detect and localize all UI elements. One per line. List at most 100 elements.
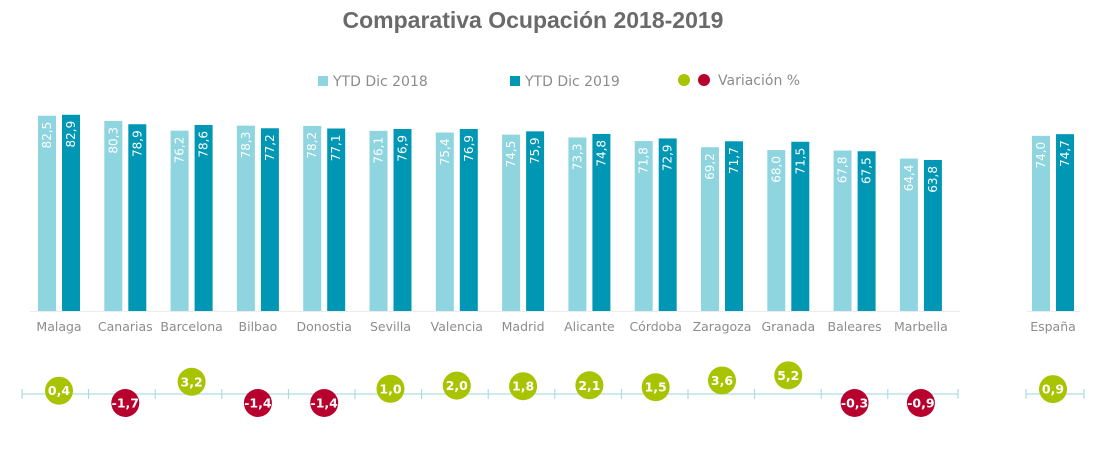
bar-2018-zaragoza: [701, 147, 719, 311]
bar-2018-cordoba: [634, 141, 653, 311]
variation-label-donostia: -1,4: [311, 396, 339, 411]
category-label-valencia: Valencia: [431, 319, 483, 334]
bar-label-2019-cordoba: 72,9: [661, 144, 675, 171]
bar-label-2019-espana: 74,7: [1058, 140, 1072, 167]
variation-label-sevilla: 1,0: [379, 381, 401, 396]
variation-label-valencia: 2,0: [446, 378, 468, 393]
bar-2019-cordoba: [658, 138, 677, 311]
variation-label-barcelona: 3,2: [181, 374, 203, 389]
bar-2019-canarias: [128, 124, 147, 311]
variation-dot-madrid: [509, 372, 538, 401]
variation-label-espana: 0,9: [1042, 382, 1064, 397]
variation-marker-canarias: -1,7: [111, 389, 140, 417]
bar-2019-madrid: [526, 131, 545, 311]
bar-label-2018-alicante: 73,3: [570, 143, 584, 170]
bar-label-2019-madrid: 75,9: [528, 137, 542, 164]
variation-dot-marbella: [906, 389, 935, 417]
bar-label-2018-valencia: 75,4: [438, 139, 452, 166]
variation-marker-cordoba: 1,5: [641, 373, 670, 402]
variation-label-bilbao: -1,4: [244, 396, 272, 411]
bar-2018-donostia: [303, 125, 322, 311]
bar-label-2019-bilbao: 77,2: [263, 134, 277, 161]
bar-2019-zaragoza: [725, 141, 743, 311]
bar-label-2019-sevilla: 76,9: [396, 135, 410, 162]
legend: YTD Dic 2018 YTD Dic 2019 Variación %: [318, 73, 800, 90]
bar-label-2018-marbella: 64,4: [902, 165, 916, 192]
bar-2018-granada: [767, 150, 786, 311]
variation-marker-granada: 5,2: [774, 361, 803, 390]
bar-label-2019-canarias: 78,9: [130, 130, 144, 157]
variation-dot-canarias: [111, 389, 140, 417]
category-label-espana: España: [1030, 319, 1076, 334]
variation-label-malaga: 0,4: [48, 383, 70, 398]
bar-2018-sevilla: [369, 130, 388, 311]
bar-label-2018-malaga: 82,5: [40, 122, 54, 149]
bar-label-2019-granada: 71,5: [793, 148, 807, 175]
variation-marker-bilbao: -1,4: [243, 389, 272, 417]
bar-label-2018-granada: 68,0: [769, 156, 783, 183]
bar-2018-marbella: [899, 158, 918, 311]
variation-label-zaragoza: 3,6: [711, 373, 733, 388]
variation-dot-sevilla: [376, 374, 405, 403]
variation-markers: 0,4 -1,7 3,2 -1,4 -1,4 1,0 2,0 1,8 2,1 1,5 3,6 5,2 -…: [45, 361, 1067, 417]
legend-dot-negative: [698, 74, 710, 86]
legend-swatch-2018: [318, 76, 328, 86]
bar-2019-baleares: [857, 151, 876, 311]
bar-2018-barcelona: [170, 130, 189, 311]
bar-2019-malaga: [62, 114, 80, 312]
variation-dot-donostia: [310, 389, 339, 417]
bar-label-2019-donostia: 77,1: [329, 135, 343, 162]
category-label-canarias: Canarias: [98, 319, 153, 334]
chart-title: Comparativa Ocupación 2018-2019: [343, 7, 724, 33]
variation-marker-espana: 0,9: [1039, 375, 1067, 404]
category-label-bilbao: Bilbao: [239, 319, 278, 334]
legend-label-2019: YTD Dic 2019: [524, 74, 620, 90]
variation-dot-espana: [1039, 375, 1067, 404]
bar-2019-barcelona: [194, 124, 213, 311]
bar-2019-marbella: [923, 159, 942, 311]
category-label-sevilla: Sevilla: [370, 319, 411, 334]
variation-dot-zaragoza: [708, 366, 736, 395]
variation-label-cordoba: 1,5: [645, 380, 667, 395]
bar-2019-donostia: [327, 128, 346, 311]
variation-dot-granada: [774, 361, 803, 390]
bar-2018-bilbao: [236, 125, 255, 311]
bar-label-2018-donostia: 78,2: [305, 132, 319, 159]
bar-label-2019-malaga: 82,9: [64, 121, 78, 148]
variation-dot-bilbao: [243, 389, 272, 417]
bar-label-2018-madrid: 74,5: [504, 141, 518, 168]
variation-marker-donostia: -1,4: [310, 389, 339, 417]
variation-marker-sevilla: 1,0: [376, 374, 405, 403]
bar-label-2018-sevilla: 76,1: [372, 137, 386, 164]
variation-label-madrid: 1,8: [512, 379, 534, 394]
bar-label-2018-zaragoza: 69,2: [703, 153, 717, 180]
variation-marker-zaragoza: 3,6: [708, 366, 736, 395]
category-label-cordoba: Córdoba: [629, 319, 681, 334]
variation-label-baleares: -0,3: [841, 396, 868, 411]
category-label-donostia: Donostia: [297, 319, 352, 334]
bar-2018-madrid: [502, 134, 521, 311]
variation-label-canarias: -1,7: [112, 396, 139, 411]
bar-2018-espana: [1032, 135, 1050, 311]
bar-2018-alicante: [568, 137, 587, 311]
variation-label-marbella: -0,9: [907, 396, 934, 411]
variation-dot-baleares: [840, 389, 869, 417]
variation-label-alicante: 2,1: [578, 378, 600, 393]
bar-label-2018-bilbao: 78,3: [239, 132, 253, 159]
category-label-alicante: Alicante: [564, 319, 615, 334]
bars: 82,5 82,9 80,3 78,9 76,2 78,6 78,3 77,2 78,2 77,1…: [38, 114, 1074, 312]
bar-label-2019-alicante: 74,8: [594, 140, 608, 167]
bar-2018-malaga: [38, 115, 56, 311]
bar-2019-espana: [1056, 134, 1074, 311]
variation-dot-barcelona: [177, 367, 206, 396]
variation-marker-madrid: 1,8: [509, 372, 538, 401]
bar-label-2019-zaragoza: 71,7: [727, 147, 741, 174]
variation-marker-valencia: 2,0: [442, 371, 471, 400]
category-label-barcelona: Barcelona: [160, 319, 222, 334]
category-label-madrid: Madrid: [502, 319, 545, 334]
legend-label-variation: Variación %: [718, 73, 800, 89]
legend-swatch-2019: [510, 76, 520, 86]
bar-label-2018-canarias: 80,3: [106, 127, 120, 154]
variation-marker-malaga: 0,4: [45, 376, 73, 405]
